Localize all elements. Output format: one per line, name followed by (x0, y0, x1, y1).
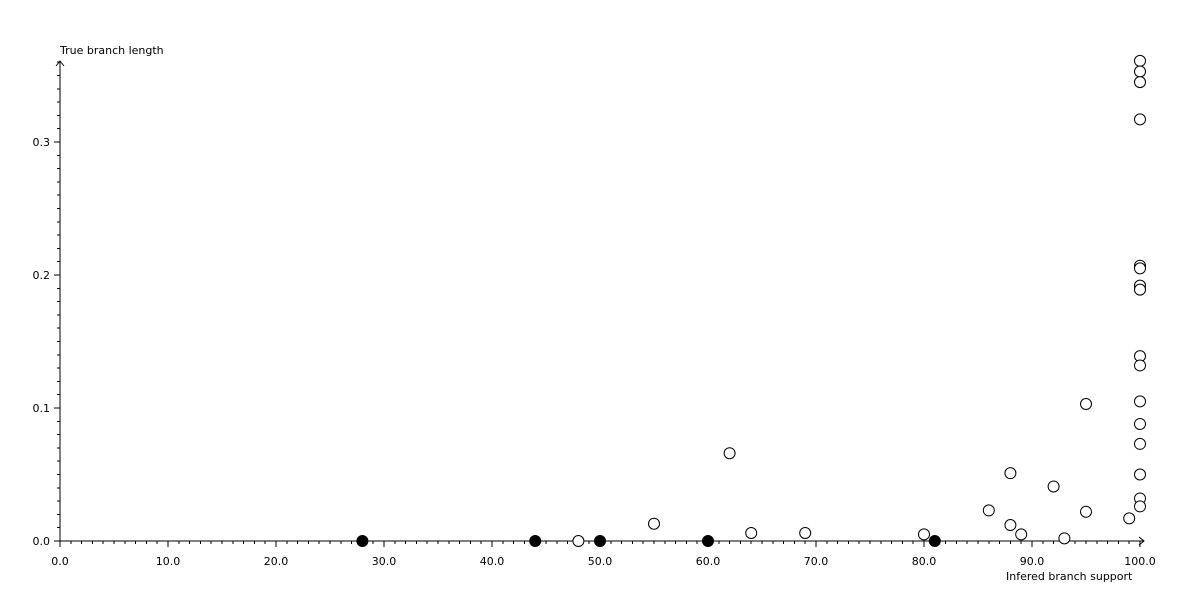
x-tick-label: 100.0 (1124, 555, 1156, 568)
x-tick-label: 0.0 (51, 555, 69, 568)
axes: 0.0 10.0 20.0 30.0 40.0 50.0 60.0 70.0 80.0 90.0 1… (33, 60, 1156, 568)
open-data-point (572, 535, 585, 547)
x-tick-label: 50.0 (588, 555, 613, 568)
y-tick-label: 0.2 (33, 269, 51, 282)
open-data-point (918, 528, 930, 541)
open-data-point (982, 504, 995, 517)
y-tick-label: 0.0 (33, 535, 51, 548)
x-tick-label: 30.0 (372, 555, 397, 568)
open-data-point (1134, 262, 1146, 275)
open-data-point (1134, 417, 1146, 430)
open-data-point (745, 527, 758, 540)
y-tick-label: 0.3 (33, 136, 51, 149)
x-tick-label: 70.0 (804, 555, 829, 568)
open-data-point (1015, 528, 1028, 541)
open-data-point (1134, 359, 1146, 372)
x-tick-label: 40.0 (480, 555, 505, 568)
y-tick-label: 0.1 (33, 402, 51, 415)
open-data-point (1134, 283, 1146, 296)
filled-data-point (702, 535, 714, 547)
open-data-point (1080, 505, 1092, 518)
open-data-point (1123, 512, 1136, 525)
x-tick-label: 90.0 (1020, 555, 1045, 568)
filled-data-point (529, 535, 542, 547)
open-data-point (1047, 480, 1060, 493)
open-data-point (1134, 500, 1146, 513)
y-axis-arrow (55, 60, 65, 67)
y-axis-label: True branch length (59, 44, 164, 57)
filled-data-point (356, 535, 369, 547)
open-data-point (1134, 468, 1146, 481)
open-data-point (1134, 76, 1146, 89)
open-data-point (799, 527, 812, 540)
filled-data-point (928, 535, 941, 547)
x-tick-label: 80.0 (912, 555, 937, 568)
open-data-point (1134, 395, 1146, 408)
open-data-point (1004, 467, 1017, 480)
open-data-point (648, 517, 660, 530)
open-data-point (1004, 519, 1017, 532)
open-data-point (1134, 113, 1146, 126)
x-axis-arrow (1138, 536, 1145, 546)
data-points (356, 54, 1146, 547)
filled-data-point (594, 535, 606, 547)
x-axis-label: Infered branch support (1006, 570, 1133, 583)
x-tick-label: 60.0 (696, 555, 721, 568)
open-data-point (723, 447, 736, 460)
open-data-point (1134, 437, 1146, 450)
open-data-point (1134, 54, 1146, 67)
open-data-point (1080, 398, 1092, 411)
x-tick-label: 10.0 (156, 555, 181, 568)
x-tick-label: 20.0 (264, 555, 289, 568)
open-data-point (1134, 65, 1146, 78)
open-data-point (1058, 532, 1071, 545)
